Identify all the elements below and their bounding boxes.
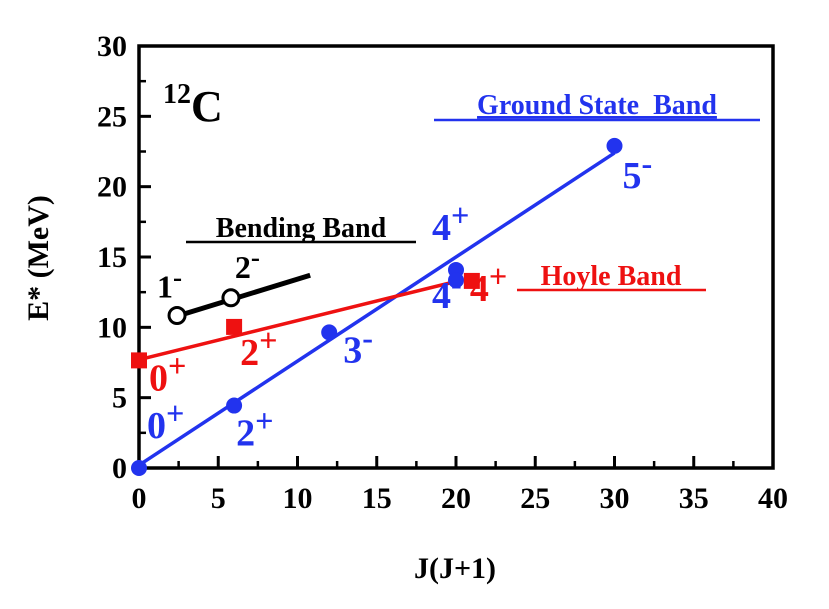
legend-ground-state-band: Ground State Band [477, 90, 717, 121]
data-point [226, 397, 243, 414]
state-label: 2+ [240, 323, 277, 374]
x-tick-label: 25 [520, 482, 550, 515]
parity-sign: + [168, 348, 186, 384]
parity-sign: + [451, 198, 469, 234]
x-tick-label: 20 [441, 482, 471, 515]
state-label: 4+ [432, 198, 469, 249]
data-point [221, 288, 241, 308]
data-points [131, 137, 623, 476]
axis-ticks: 0 5 10 15 20 25 30 35 40 0 5 10 15 20 25 30 [97, 30, 788, 515]
x-tick-label: 0 [132, 482, 147, 515]
parity-sign: - [362, 320, 373, 356]
y-axis-label: E* (MeV) [22, 195, 55, 321]
legend-hoyle-band: Hoyle Band [541, 261, 682, 292]
legend-bending-band: Bending Band [216, 213, 387, 244]
x-axis-label: J(J+1) [414, 552, 496, 585]
data-point [463, 272, 480, 289]
y-tick-label: 30 [97, 30, 127, 63]
data-point [448, 272, 464, 289]
state-label: 1- [157, 262, 182, 304]
x-tick-label: 35 [679, 482, 709, 515]
parity-sign: - [451, 266, 462, 302]
state-label: 2- [235, 243, 260, 285]
y-tick-label: 10 [97, 311, 127, 344]
parity-sign: - [173, 262, 182, 292]
parity-sign: - [251, 243, 260, 273]
data-point [131, 352, 147, 369]
fit-line [138, 277, 465, 362]
parity-sign: - [642, 146, 653, 182]
fit-line [138, 151, 616, 467]
x-tick-label: 40 [758, 482, 788, 515]
state-label: 5- [623, 146, 653, 197]
state-label: 0+ [147, 396, 184, 447]
nucleus-mass: 12 [163, 79, 191, 110]
parity-sign: + [489, 259, 507, 295]
x-tick-label: 5 [211, 482, 226, 515]
y-tick-label: 15 [97, 241, 127, 274]
x-tick-label: 30 [600, 482, 630, 515]
nucleus-symbol: C [191, 82, 223, 131]
data-point [226, 318, 243, 335]
data-point [167, 306, 187, 326]
y-tick-label: 25 [97, 100, 127, 133]
y-tick-label: 5 [112, 382, 127, 415]
y-tick-label: 0 [112, 452, 127, 485]
state-label: 2+ [236, 403, 273, 454]
state-label: 4+ [470, 259, 507, 310]
fit-line [176, 272, 311, 319]
parity-sign: + [259, 323, 277, 359]
fit-lines [138, 151, 616, 467]
parity-sign: + [166, 396, 184, 432]
y-tick-label: 20 [97, 171, 127, 204]
state-label: 4- [432, 266, 462, 317]
parity-sign: + [255, 403, 273, 439]
data-point [321, 324, 338, 341]
x-tick-label: 10 [283, 482, 313, 515]
data-point [606, 137, 623, 154]
data-point [131, 460, 147, 476]
x-tick-label: 15 [362, 482, 392, 515]
